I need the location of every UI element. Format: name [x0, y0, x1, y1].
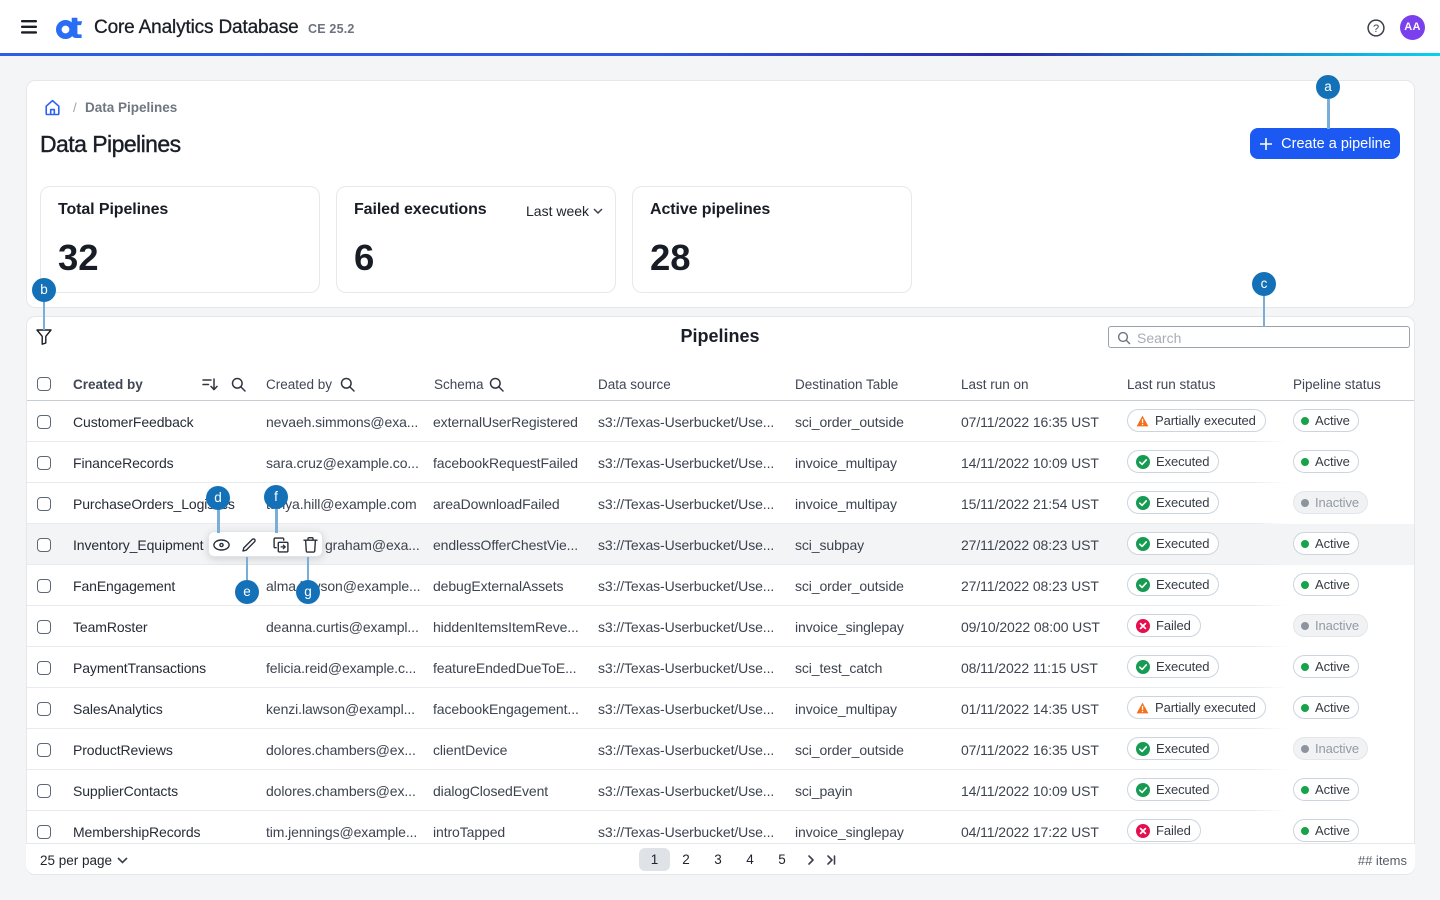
- svg-text:?: ?: [1373, 23, 1379, 35]
